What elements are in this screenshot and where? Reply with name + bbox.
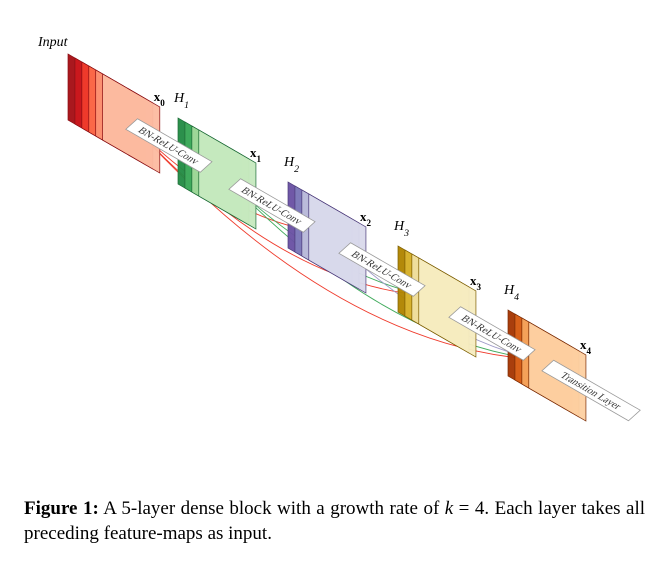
feature-map-group-x0: [68, 54, 160, 173]
figure-caption: Figure 1: A 5-layer dense block with a g…: [24, 496, 645, 547]
caption-k-eq: = 4.: [453, 498, 489, 519]
feature-plane: [199, 130, 256, 229]
feature-map-group-x4: [508, 310, 586, 421]
H-label-x3: H3: [393, 219, 409, 239]
feature-plane: [309, 194, 366, 293]
feature-plane: [419, 258, 476, 357]
blocks-layer: [68, 54, 586, 421]
H-label-x1: H1: [173, 91, 189, 111]
caption-text-1: A 5-layer dense block with a growth rate…: [103, 498, 445, 519]
H-label-x4: H4: [503, 283, 519, 303]
feature-plane: [103, 74, 160, 173]
op-labels-layer: BN-ReLU-ConvBN-ReLU-ConvBN-ReLU-ConvBN-R…: [126, 119, 640, 421]
feature-map-group-x2: [288, 182, 366, 293]
figure-container: BN-ReLU-ConvBN-ReLU-ConvBN-ReLU-ConvBN-R…: [0, 0, 669, 565]
input-label: Input: [37, 35, 69, 50]
feature-map-group-x1: [178, 118, 256, 229]
densenet-diagram: BN-ReLU-ConvBN-ReLU-ConvBN-ReLU-ConvBN-R…: [0, 0, 669, 490]
H-label-x2: H2: [283, 155, 299, 175]
caption-k-var: k: [445, 498, 453, 519]
caption-figure-label: Figure 1:: [24, 498, 99, 519]
text-labels-layer: Inputx0x1H1x2H2x3H3x4H4: [37, 35, 591, 356]
